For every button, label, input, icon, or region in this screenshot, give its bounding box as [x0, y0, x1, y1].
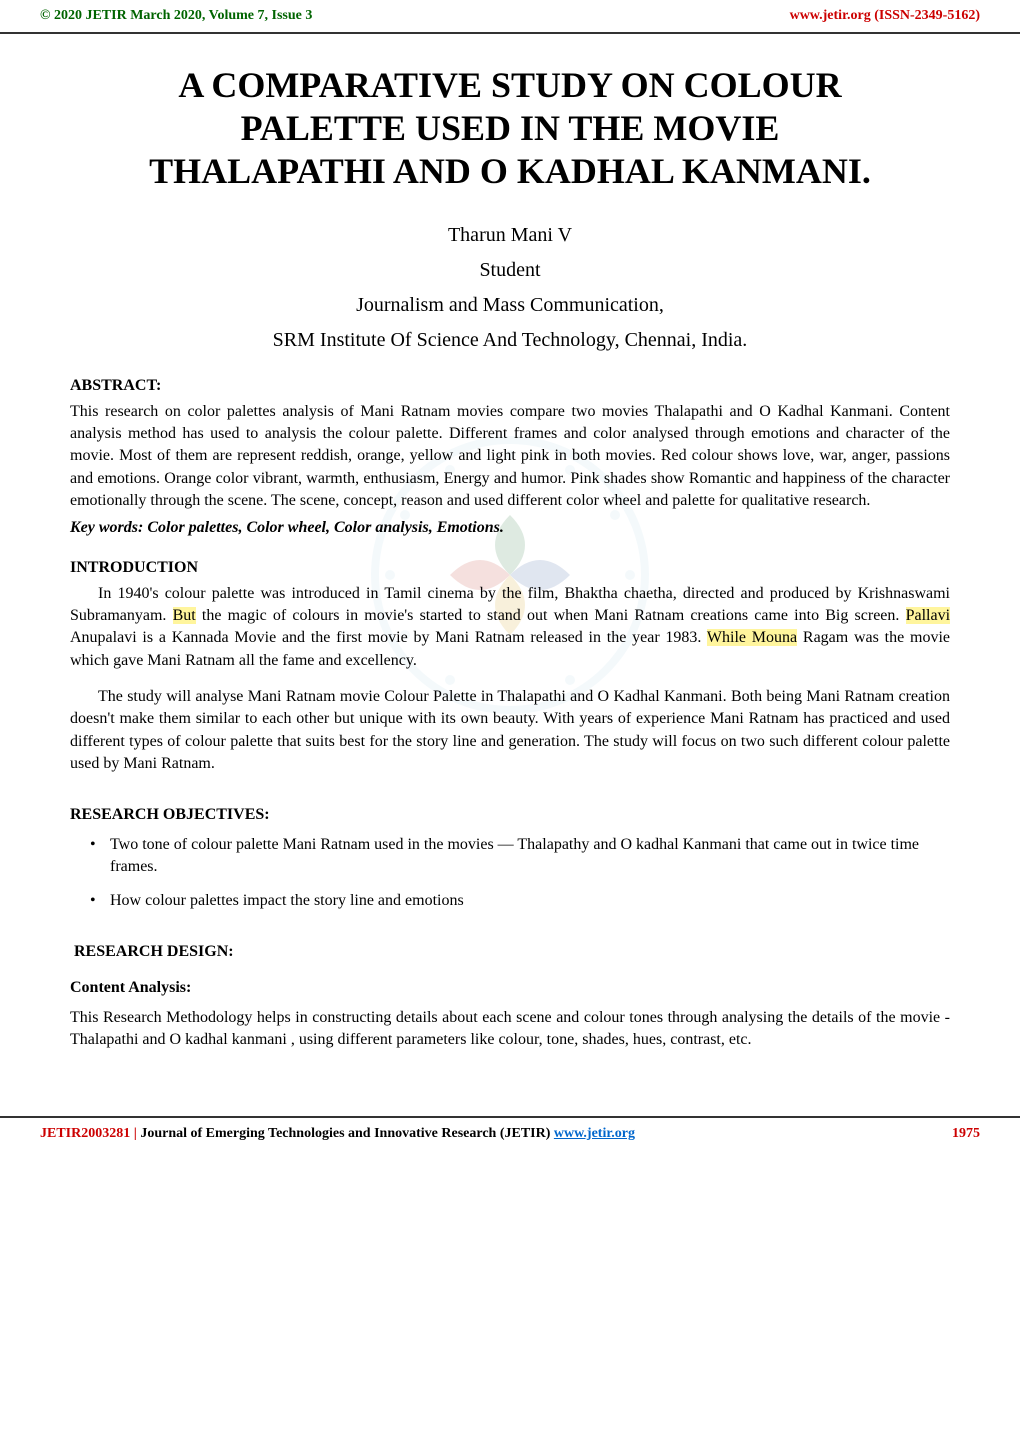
footer-link[interactable]: www.jetir.org — [554, 1126, 635, 1141]
objectives-list: Two tone of colour palette Mani Ratnam u… — [70, 834, 950, 913]
objectives-heading: RESEARCH OBJECTIVES: — [70, 806, 950, 824]
intro-p1-hl2: Pallavi — [906, 607, 950, 624]
author-name: Tharun Mani V — [70, 224, 950, 247]
author-role: Student — [70, 259, 950, 282]
abstract-text: This research on color palettes analysis… — [70, 401, 950, 513]
introduction-heading: INTRODUCTION — [70, 559, 950, 577]
footer-code: JETIR2003281 — [40, 1126, 130, 1141]
title-line-2: PALETTE USED IN THE MOVIE — [241, 108, 780, 148]
intro-p1-part3: Anupalavi is a Kannada Movie and the fir… — [70, 629, 707, 646]
introduction-para-2: The study will analyse Mani Ratnam movie… — [70, 686, 950, 776]
department: Journalism and Mass Communication, — [70, 294, 950, 317]
intro-p1-hl3: While Mouna — [707, 629, 797, 646]
abstract-heading: ABSTRACT: — [70, 377, 950, 395]
paper-title: A COMPARATIVE STUDY ON COLOUR PALETTE US… — [70, 64, 950, 194]
introduction-para-1: In 1940's colour palette was introduced … — [70, 583, 950, 673]
content-analysis-heading: Content Analysis: — [70, 979, 950, 997]
title-line-1: A COMPARATIVE STUDY ON COLOUR — [178, 65, 841, 105]
main-content: A COMPARATIVE STUDY ON COLOUR PALETTE US… — [0, 34, 1020, 1086]
page-header: © 2020 JETIR March 2020, Volume 7, Issue… — [0, 0, 1020, 34]
keywords-text: Color palettes, Color wheel, Color analy… — [147, 519, 504, 536]
keywords-label: Key words: — [70, 519, 147, 536]
intro-p1-part2: the magic of colours in movie's started … — [196, 607, 906, 624]
keywords: Key words: Color palettes, Color wheel, … — [70, 519, 950, 537]
header-copyright: © 2020 JETIR March 2020, Volume 7, Issue… — [40, 8, 312, 24]
footer-left: JETIR2003281 | Journal of Emerging Techn… — [40, 1126, 635, 1142]
objective-item-1: Two tone of colour palette Mani Ratnam u… — [90, 834, 950, 879]
intro-p1-hl1: But — [173, 607, 196, 624]
objective-item-2: How colour palettes impact the story lin… — [90, 890, 950, 912]
design-text: This Research Methodology helps in const… — [70, 1007, 950, 1052]
institute: SRM Institute Of Science And Technology,… — [70, 329, 950, 352]
design-heading: RESEARCH DESIGN: — [70, 943, 950, 961]
header-issn: www.jetir.org (ISSN-2349-5162) — [790, 8, 980, 24]
footer-journal: Journal of Emerging Technologies and Inn… — [140, 1126, 550, 1141]
title-line-3: THALAPATHI AND O KADHAL KANMANI. — [149, 151, 871, 191]
footer-page: 1975 — [952, 1126, 980, 1142]
page-footer: JETIR2003281 | Journal of Emerging Techn… — [0, 1116, 1020, 1150]
